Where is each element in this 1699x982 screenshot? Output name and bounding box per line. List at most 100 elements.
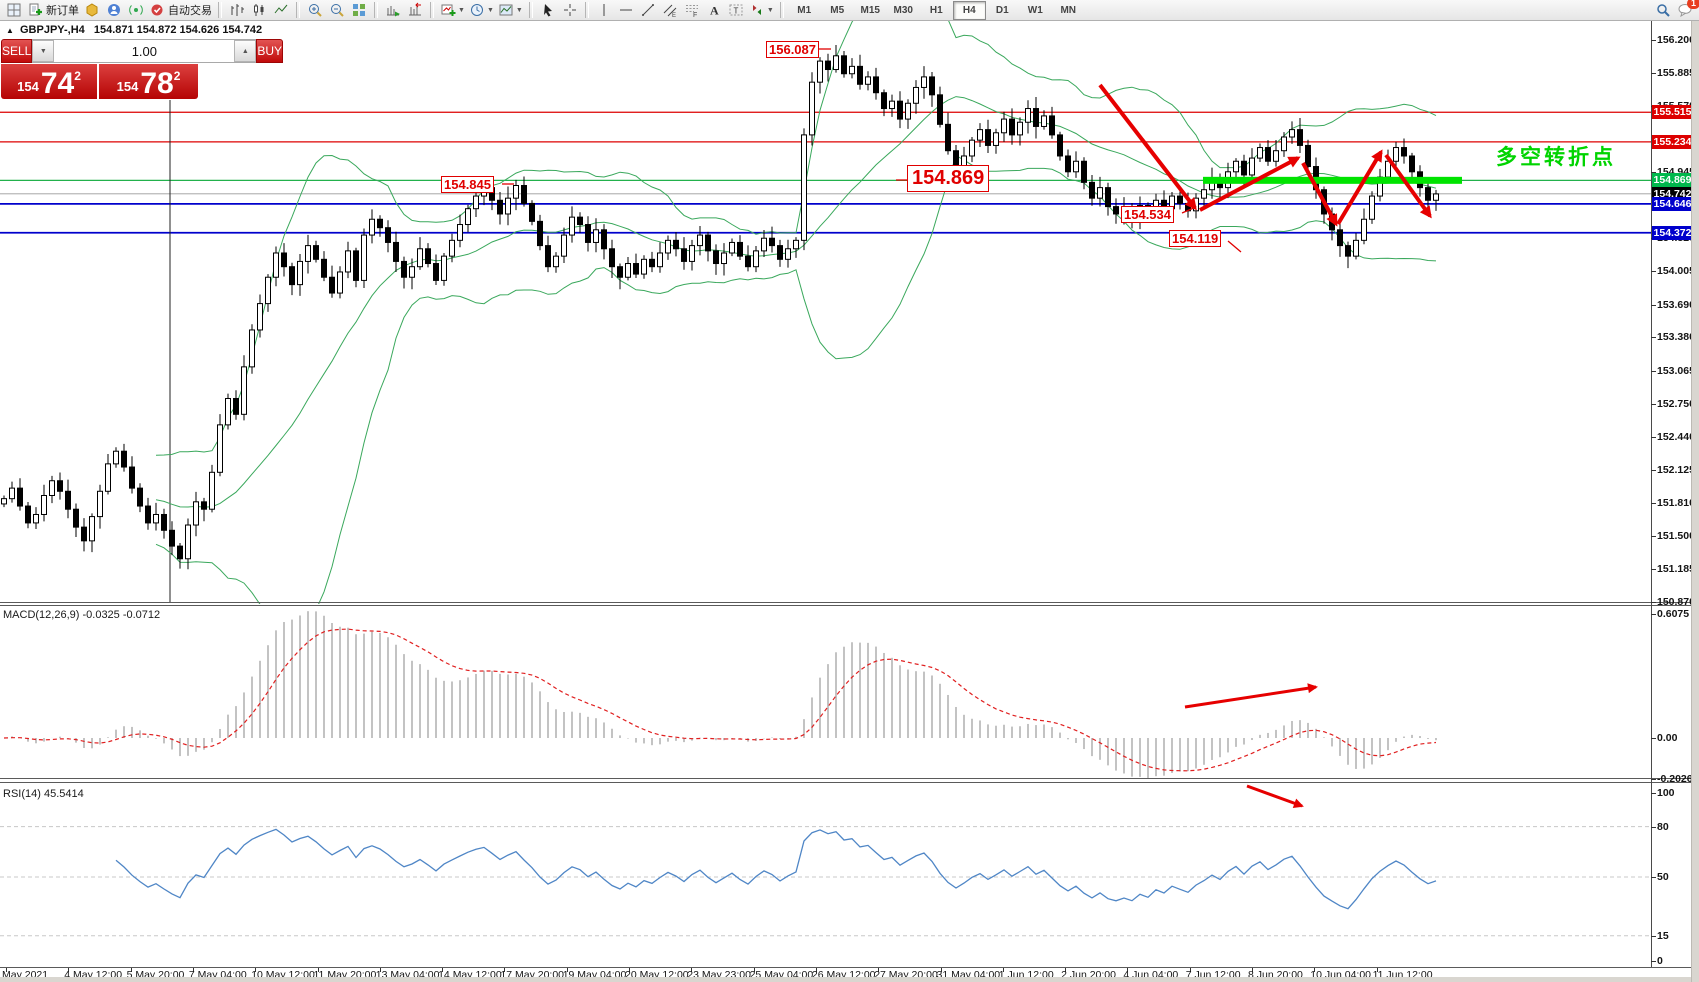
rsi-line <box>115 828 1437 910</box>
autotrading-button[interactable]: 自动交易 <box>147 1 214 19</box>
toolbar-separator <box>779 2 784 18</box>
buy-price-point: 2 <box>173 69 181 83</box>
zoom-in-button[interactable] <box>304 1 326 19</box>
rsi-pane[interactable] <box>0 782 1651 967</box>
market-button[interactable] <box>81 1 103 19</box>
time-tick-mark <box>6 968 7 972</box>
time-tick-mark <box>878 968 880 972</box>
price-annotation-box: 154.534 <box>1121 206 1174 223</box>
auto-scroll-button[interactable] <box>382 1 404 19</box>
highlight-support-line[interactable] <box>1203 176 1462 184</box>
pane-separator[interactable] <box>0 778 1692 779</box>
time-tick-mark <box>192 968 194 972</box>
macd-pane[interactable] <box>0 605 1651 778</box>
text-label-button[interactable]: T <box>725 1 747 19</box>
axis-tick-mark <box>1651 779 1656 781</box>
time-tick-mark <box>379 968 381 972</box>
price-axis-label: 152.750 <box>1657 397 1695 410</box>
chart-shift-button[interactable] <box>404 1 426 19</box>
toolbar-separator <box>584 2 589 18</box>
search-button[interactable] <box>1652 1 1674 19</box>
sell-price-figure: 154 <box>17 79 39 94</box>
rsi-trend-arrow <box>1246 784 1304 808</box>
charts-grid-button[interactable] <box>3 1 25 19</box>
horizontal-line-button[interactable] <box>615 1 637 19</box>
signals-icon <box>129 5 143 15</box>
candlestick-chart-icon <box>254 4 264 16</box>
crosshair-button[interactable] <box>559 1 581 19</box>
macd-axis-label: 0.6075 <box>1657 608 1690 621</box>
timeframe-m1-button[interactable]: M1 <box>797 4 812 16</box>
vertical-line-button[interactable] <box>593 1 615 19</box>
equidistant-channel-button[interactable]: E <box>659 1 681 19</box>
time-tick-mark <box>1127 968 1129 972</box>
arrows-icon <box>752 5 761 15</box>
new-chart-button[interactable]: ▼ <box>438 1 467 19</box>
bar-chart-button[interactable] <box>226 1 248 19</box>
symbol-marker-icon: ▲ <box>6 26 14 35</box>
line-chart-button[interactable] <box>270 1 292 19</box>
quote-bar: ▲ GBPJPY-,H4 154.871 154.872 154.626 154… <box>6 24 262 36</box>
axis-tick-mark <box>1651 73 1656 75</box>
cursor-button[interactable] <box>537 1 559 19</box>
time-tick-mark <box>442 968 444 972</box>
templates-button[interactable]: ▼ <box>496 1 525 19</box>
timeframe-m30-button[interactable]: M30 <box>893 4 913 16</box>
price-badge-154.372: 154.372 <box>1652 225 1693 240</box>
tile-windows-button[interactable] <box>348 1 370 19</box>
volume-input[interactable] <box>54 40 235 62</box>
axis-tick-mark <box>1651 370 1656 372</box>
signals-button[interactable] <box>125 1 147 19</box>
timeframe-m15-button[interactable]: M15 <box>860 4 880 16</box>
time-tick-mark <box>753 968 755 972</box>
timeframe-m5-button[interactable]: M5 <box>830 4 845 16</box>
buy-button[interactable]: BUY <box>256 39 284 63</box>
price-axis-label: 152.440 <box>1657 430 1695 443</box>
buy-price-display[interactable]: 154 78 2 <box>99 64 198 99</box>
templates-icon <box>499 4 513 16</box>
chart-canvas[interactable] <box>0 21 1651 604</box>
axis-tick-mark <box>1651 935 1656 937</box>
arrows-button[interactable]: ▼ <box>747 1 776 19</box>
symbol-ohlc: 154.871 154.872 154.626 154.742 <box>93 24 263 36</box>
notification-count-badge: 1 <box>1686 0 1699 9</box>
new-order-button[interactable]: 新订单 <box>25 1 81 19</box>
candlestick-chart-button[interactable] <box>248 1 270 19</box>
volume-decrease-button[interactable]: ▼ <box>32 40 55 62</box>
axis-tick-mark <box>1651 403 1656 405</box>
annotation-connector <box>1227 240 1242 253</box>
toolbar-separator <box>528 2 533 18</box>
axis-tick-mark <box>1651 271 1656 273</box>
axis-tick-mark <box>1651 793 1656 794</box>
search-icon <box>1657 4 1670 17</box>
axis-tick-mark <box>1651 436 1656 438</box>
volume-increase-button[interactable]: ▲ <box>234 40 257 62</box>
timeframe-h1-button[interactable]: H1 <box>929 4 943 16</box>
pane-separator[interactable] <box>0 602 1692 603</box>
periods-icon <box>470 4 483 16</box>
trend-arrow <box>1384 153 1432 219</box>
axis-tick-mark <box>1651 535 1656 537</box>
sell-button[interactable]: SELL <box>1 39 33 63</box>
macd-axis-label: -0.2026 <box>1657 773 1693 786</box>
rsi-label: RSI(14) 45.5414 <box>3 788 84 800</box>
price-axis-label: 150.870 <box>1657 596 1695 608</box>
toolbar-separator <box>296 2 300 18</box>
zoom-out-button[interactable] <box>326 1 348 19</box>
timeframe-d1-button[interactable]: D1 <box>995 4 1009 16</box>
text-button[interactable]: A <box>703 1 725 19</box>
time-tick-mark <box>815 968 817 972</box>
toolbar-separator <box>430 2 434 18</box>
sell-price-display[interactable]: 154 74 2 <box>1 64 97 99</box>
text-label-icon: T <box>729 4 743 16</box>
timeframe-mn-button[interactable]: MN <box>1060 4 1077 16</box>
fibonacci-button[interactable]: F <box>681 1 703 19</box>
periods-button[interactable]: ▼ <box>467 1 496 19</box>
notifications-button[interactable]: 1 <box>1674 0 1699 19</box>
price-badge-154.869: 154.869 <box>1652 173 1693 188</box>
timeframe-w1-button[interactable]: W1 <box>1027 4 1043 16</box>
community-button[interactable] <box>103 1 125 19</box>
trendline-button[interactable] <box>637 1 659 19</box>
timeframe-h4-button[interactable]: H4 <box>952 0 986 20</box>
